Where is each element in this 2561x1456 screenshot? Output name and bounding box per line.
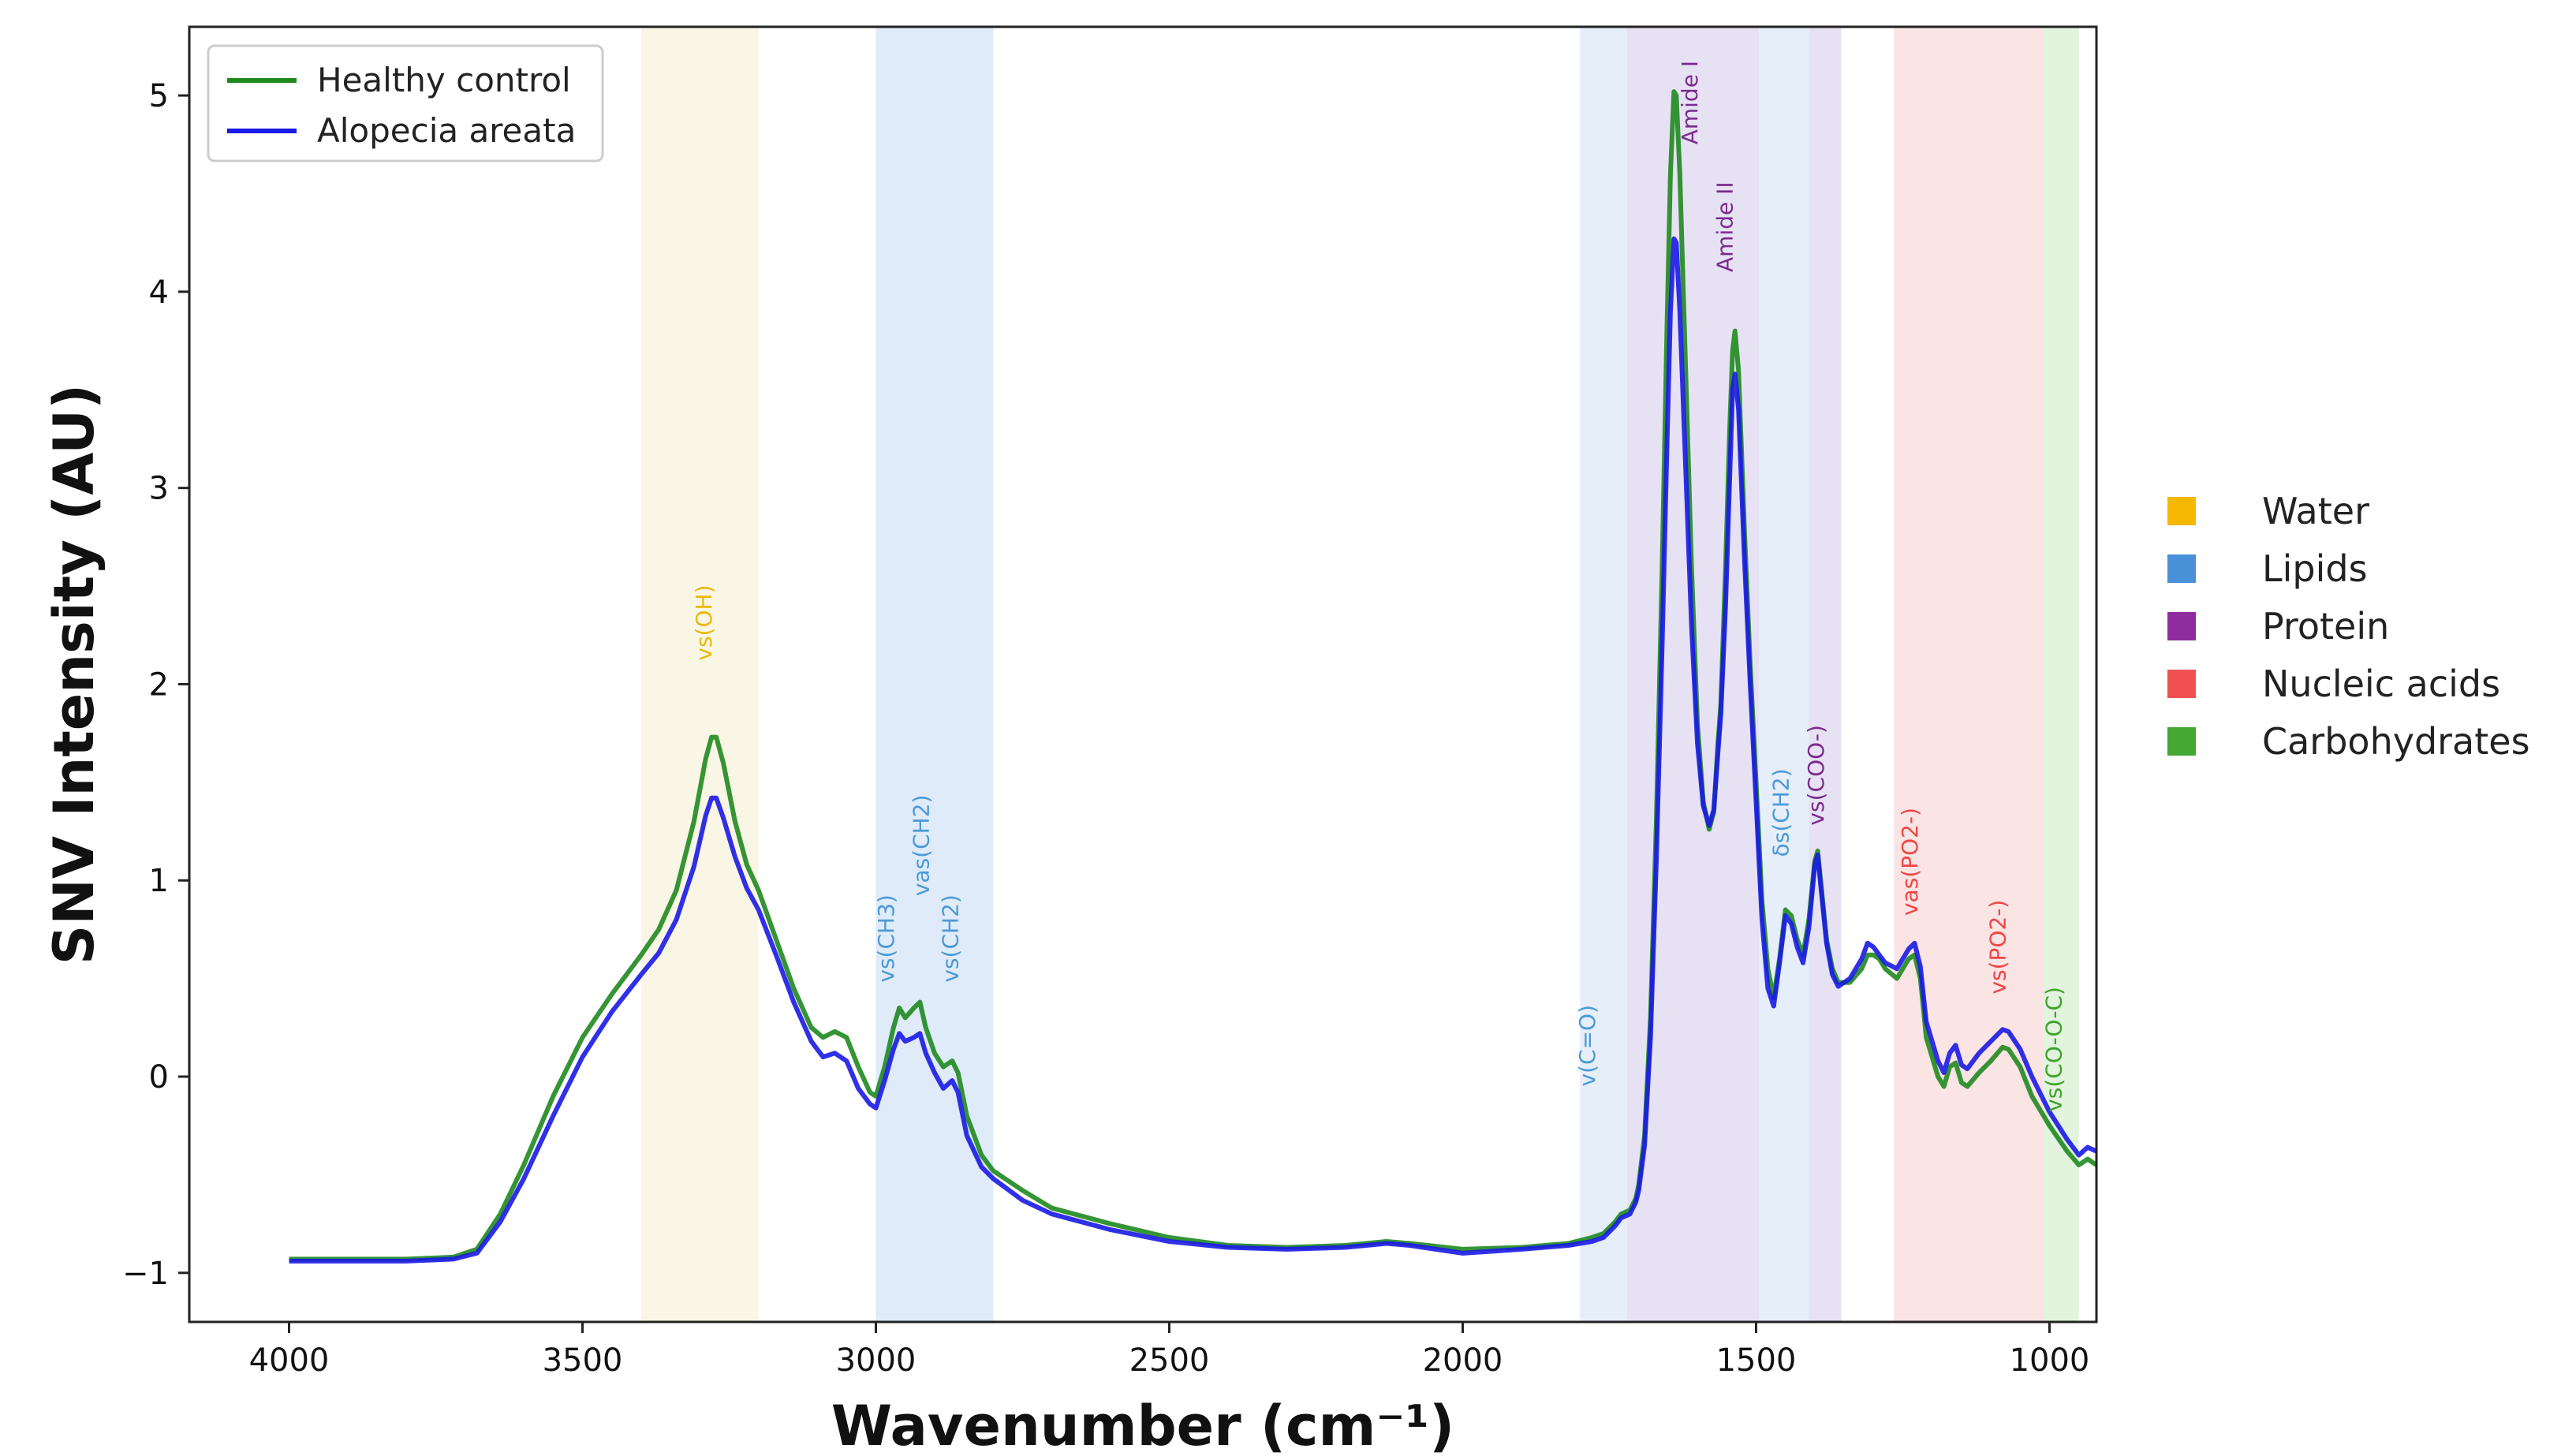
x-tick-label: 4000 xyxy=(249,1342,330,1379)
band-lipids-2 xyxy=(1580,27,1627,1322)
band-annotation: Amide II xyxy=(1712,181,1738,272)
class-legend: Water Lipids Protein Nucleic acids Carbohydr… xyxy=(2167,490,2530,763)
series-line-alopecia-areata xyxy=(289,236,2098,1264)
x-tick-label: 3000 xyxy=(836,1342,917,1379)
y-tick-labels: −1 0 1 2 3 4 5 xyxy=(122,78,169,1292)
axes-ticks xyxy=(178,94,2051,1333)
band-annotation: δs(CH2) xyxy=(1768,768,1794,857)
band-annotation: v(C=O) xyxy=(1574,1005,1600,1086)
band-protein-5 xyxy=(1809,27,1842,1322)
y-tick-label: 3 xyxy=(149,471,169,507)
y-tick-label: 0 xyxy=(149,1059,169,1096)
plot-frame xyxy=(188,25,2098,1323)
band-annotation: vs(OH) xyxy=(691,584,717,660)
x-tick-label: 2000 xyxy=(1423,1342,1503,1379)
series-legend: Healthy control Alopecia areata xyxy=(207,44,604,162)
band-annotation: vs(CO-O-C) xyxy=(2040,987,2066,1112)
class-swatch-nucleic-acids xyxy=(2167,670,2196,698)
band-annotations: vs(OH) vs(CH3) vas(CH2)vs(CH2) v(C=O) Amide … xyxy=(691,61,2066,1112)
legend-label: Alopecia areata xyxy=(317,111,576,150)
band-lipids-1 xyxy=(875,27,994,1322)
y-tick-label: 2 xyxy=(149,666,169,703)
y-tick-label: 4 xyxy=(149,274,169,311)
band-water-0 xyxy=(640,27,759,1322)
band-nucleic-acids-6 xyxy=(1894,27,2044,1322)
class-label: Nucleic acids xyxy=(2262,663,2500,705)
y-tick-label: 1 xyxy=(149,863,169,899)
x-axis-title: Wavenumber (cm⁻¹) xyxy=(831,1394,1454,1456)
band-annotation: vas(CH2) xyxy=(908,795,934,897)
band-annotation: vs(CH3) xyxy=(873,894,899,982)
band-annotation: vs(PO2-) xyxy=(1985,900,2011,995)
spectral-bands xyxy=(640,27,2079,1322)
band-annotation: Amide I xyxy=(1677,61,1703,144)
x-tick-label: 2500 xyxy=(1129,1342,1210,1379)
class-label: Carbohydrates xyxy=(2262,720,2530,763)
class-label: Lipids xyxy=(2262,547,2368,590)
series-lines xyxy=(289,89,2098,1264)
band-lipids-4 xyxy=(1759,27,1809,1322)
band-annotation: vas(PO2-) xyxy=(1897,808,1923,916)
y-tick-label: 5 xyxy=(149,78,169,114)
class-swatch-lipids xyxy=(2167,554,2196,583)
x-tick-label: 1000 xyxy=(2010,1342,2090,1379)
x-tick-labels: 4000 3500 3000 2500 2000 1500 1000 xyxy=(249,1342,2090,1379)
x-tick-label: 3500 xyxy=(543,1342,623,1379)
class-label: Protein xyxy=(2262,605,2389,648)
class-swatch-carbohydrates xyxy=(2167,727,2196,756)
class-label: Water xyxy=(2262,490,2369,532)
class-swatch-protein xyxy=(2167,612,2196,640)
class-swatch-water xyxy=(2167,497,2196,525)
band-annotation: vs(CH2) xyxy=(938,894,964,982)
legend-label: Healthy control xyxy=(317,61,571,99)
legend-box xyxy=(207,44,604,162)
band-annotation: vs(COO-) xyxy=(1803,725,1829,826)
band-carbohydrates-7 xyxy=(2044,27,2079,1322)
y-axis-title: SNV Intensity (AU) xyxy=(42,384,106,965)
x-tick-label: 1500 xyxy=(1716,1342,1797,1379)
y-tick-label: −1 xyxy=(122,1256,169,1292)
